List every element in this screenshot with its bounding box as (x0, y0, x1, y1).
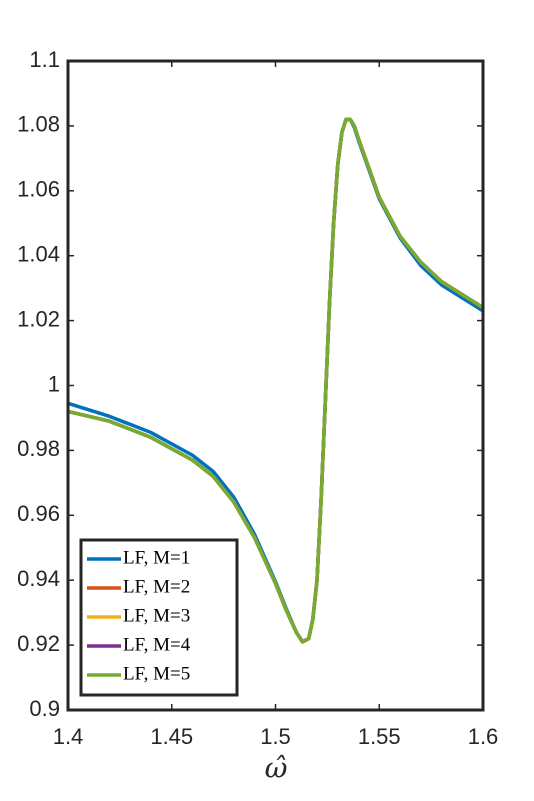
legend-label: LF, M=1 (123, 547, 190, 568)
legend-label: LF, M=3 (123, 605, 190, 626)
x-tick-label: 1.55 (358, 724, 401, 749)
y-tick-label: 0.9 (29, 696, 60, 721)
y-tick-label: 1.1 (29, 47, 60, 72)
legend-label: LF, M=2 (123, 576, 190, 597)
x-tick-label: 1.4 (53, 724, 84, 749)
y-tick-label: 0.92 (17, 631, 60, 656)
x-axis-label: ω̂ (265, 752, 288, 785)
legend-label: LF, M=5 (123, 663, 190, 684)
y-tick-label: 1 (48, 371, 60, 396)
y-tick-label: 1.02 (17, 306, 60, 331)
x-tick-label: 1.45 (150, 724, 193, 749)
y-tick-label: 0.96 (17, 501, 60, 526)
x-tick-label: 1.5 (260, 724, 291, 749)
y-tick-label: 0.98 (17, 436, 60, 461)
y-tick-label: 1.08 (17, 112, 60, 137)
x-tick-label: 1.6 (468, 724, 499, 749)
y-tick-label: 0.94 (17, 566, 60, 591)
axes-box (66, 59, 485, 712)
series-line (67, 117, 484, 644)
y-tick-label: 1.04 (17, 242, 60, 267)
legend-label: LF, M=4 (123, 634, 191, 655)
y-tick-label: 1.06 (17, 177, 60, 202)
